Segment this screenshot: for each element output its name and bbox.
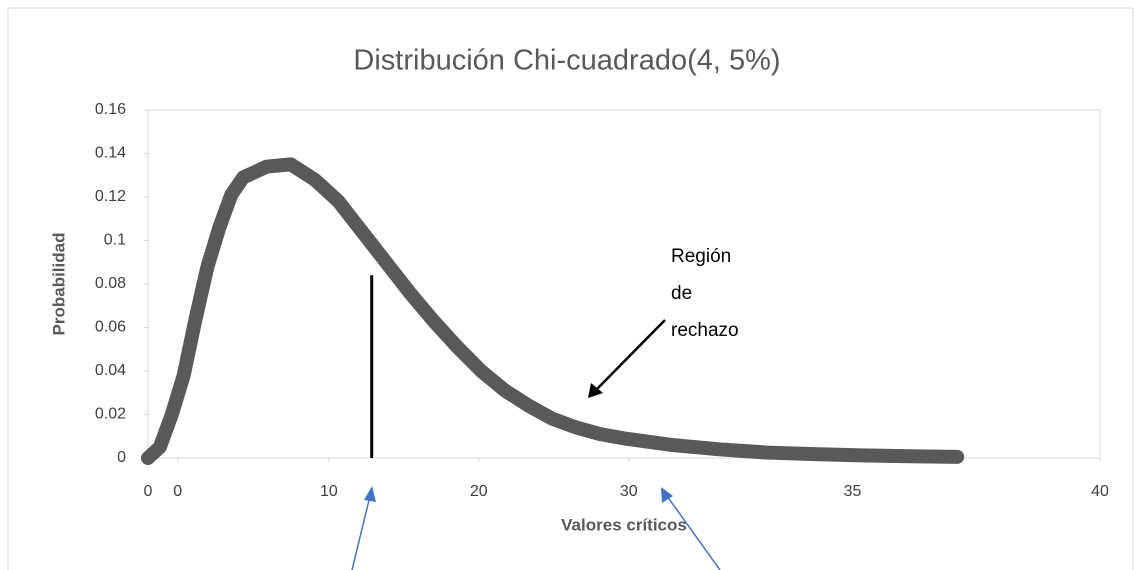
annotation: de: [671, 283, 692, 304]
y-tick-label: 0: [117, 449, 126, 466]
x-tick-label: 0: [144, 483, 153, 500]
x-tick-label: 40: [1091, 483, 1109, 500]
pointer-arrow: [666, 495, 721, 570]
x-axis-title: Valores críticos: [561, 515, 687, 534]
chart-title: Distribución Chi-cuadrado(4, 5%): [353, 45, 780, 77]
pointer-arrow: [351, 495, 371, 570]
annotation: Región: [671, 246, 731, 267]
curve: [141, 157, 965, 465]
y-axis-title: Probabilidad: [49, 233, 68, 336]
y-tick-label: 0.16: [95, 101, 126, 118]
y-tick-label: 0.08: [95, 275, 126, 292]
y-tick-label: 0.14: [95, 145, 126, 162]
annotation-arrow: [595, 319, 666, 391]
y-tick-label: 0.04: [95, 362, 126, 379]
annotation-arrow-head: [588, 383, 603, 398]
annotation: rechazo: [671, 320, 739, 341]
x-tick-label: 20: [470, 483, 488, 500]
y-tick-label: 0.1: [104, 232, 126, 249]
pointer-arrow-head: [364, 486, 376, 502]
pointer-arrow-head: [661, 487, 673, 503]
x-tick-label: 0: [173, 483, 182, 500]
x-tick-label: 30: [620, 483, 638, 500]
y-tick-label: 0.02: [95, 406, 126, 423]
x-tick-label: 35: [844, 483, 862, 500]
x-tick-label: 10: [320, 483, 338, 500]
y-tick-label: 0.06: [95, 319, 126, 336]
y-tick-label: 0.12: [95, 188, 126, 205]
